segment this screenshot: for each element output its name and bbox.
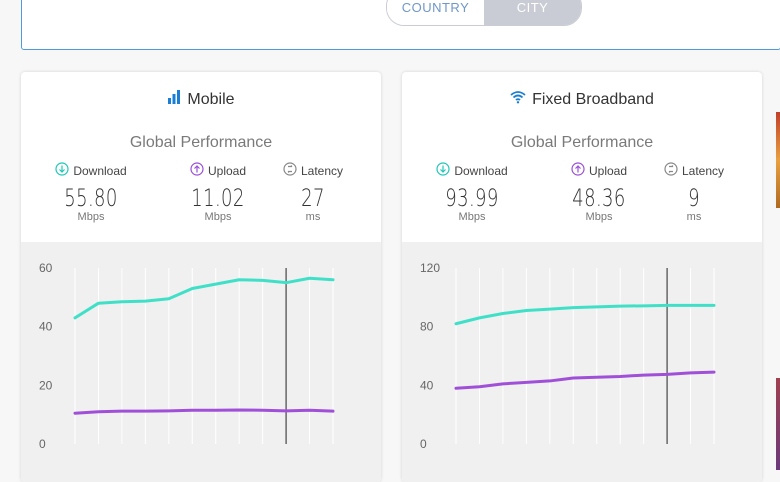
latency-value: 27 [301, 184, 325, 212]
upload-arrow-icon [190, 162, 204, 179]
latency-unit: ms [305, 211, 321, 223]
card-title: Mobile [21, 90, 381, 109]
wifi-icon [510, 90, 526, 109]
upload-unit: Mbps [204, 211, 232, 223]
mobile-chart: 0 20 40 60 [21, 242, 381, 482]
download-value: 93.99 [445, 184, 499, 212]
y-tick-label: 0 [420, 437, 427, 451]
mobile-chart-svg: 0 20 40 60 [39, 261, 335, 451]
upload-label: Upload [207, 163, 247, 178]
next-card-image [776, 112, 780, 208]
upload-metric: Upload 11.02 Mbps [168, 162, 268, 223]
latency-label: Latency [681, 163, 725, 178]
next-card-image [776, 378, 780, 470]
upload-unit: Mbps [585, 211, 613, 223]
upload-arrow-icon [571, 162, 585, 179]
upload-series-line [73, 408, 335, 415]
metrics-row: Download 93.99 Mbps Upload 48.36 Mbps La… [402, 162, 762, 232]
latency-metric: Latency 27 ms [263, 162, 363, 223]
y-tick-label: 120 [420, 261, 440, 275]
download-metric: Download 93.99 Mbps [422, 162, 522, 223]
download-arrow-icon [436, 162, 450, 179]
signal-bars-icon [167, 90, 181, 109]
download-label: Download [454, 163, 508, 178]
y-tick-label: 60 [39, 261, 53, 275]
y-tick-label: 80 [420, 320, 434, 334]
upload-label: Upload [588, 163, 628, 178]
upload-series-line [454, 370, 716, 390]
download-unit: Mbps [77, 211, 105, 223]
toggle-city[interactable]: CITY [484, 0, 581, 25]
download-unit: Mbps [458, 211, 486, 223]
y-tick-label: 20 [39, 378, 53, 392]
y-tick-label: 0 [39, 437, 46, 451]
y-tick-label: 40 [39, 320, 53, 334]
card-title-text: Mobile [187, 90, 235, 108]
download-label: Download [73, 163, 127, 178]
fixed-chart-svg: 0 40 80 120 [420, 261, 716, 451]
card-title-text: Fixed Broadband [532, 90, 654, 108]
card-title: Fixed Broadband [402, 90, 762, 109]
metrics-row: Download 55.80 Mbps Upload 11.02 Mbps La… [21, 162, 381, 232]
y-tick-label: 40 [420, 378, 434, 392]
fixed-broadband-card: Fixed Broadband Global Performance Downl… [402, 72, 762, 482]
download-value: 55.80 [64, 184, 118, 212]
upload-metric: Upload 48.36 Mbps [549, 162, 649, 223]
performance-subtitle: Global Performance [129, 134, 273, 151]
latency-icon [664, 162, 678, 179]
fixed-chart: 0 40 80 120 [402, 242, 762, 482]
download-metric: Download 55.80 Mbps [41, 162, 141, 223]
location-toggle: COUNTRY CITY [386, 0, 582, 26]
mobile-card: Mobile Global Performance Download 55.80… [21, 72, 381, 482]
download-series-line [454, 303, 716, 326]
toggle-country[interactable]: COUNTRY [387, 0, 484, 25]
download-series-line [73, 276, 335, 320]
performance-subtitle: Global Performance [510, 134, 654, 151]
latency-value: 9 [688, 184, 700, 212]
latency-unit: ms [686, 211, 702, 223]
latency-icon [283, 162, 297, 179]
download-arrow-icon [55, 162, 69, 179]
upload-value: 48.36 [572, 184, 626, 212]
upload-value: 11.02 [191, 184, 245, 212]
latency-label: Latency [300, 163, 344, 178]
latency-metric: Latency 9 ms [644, 162, 744, 223]
